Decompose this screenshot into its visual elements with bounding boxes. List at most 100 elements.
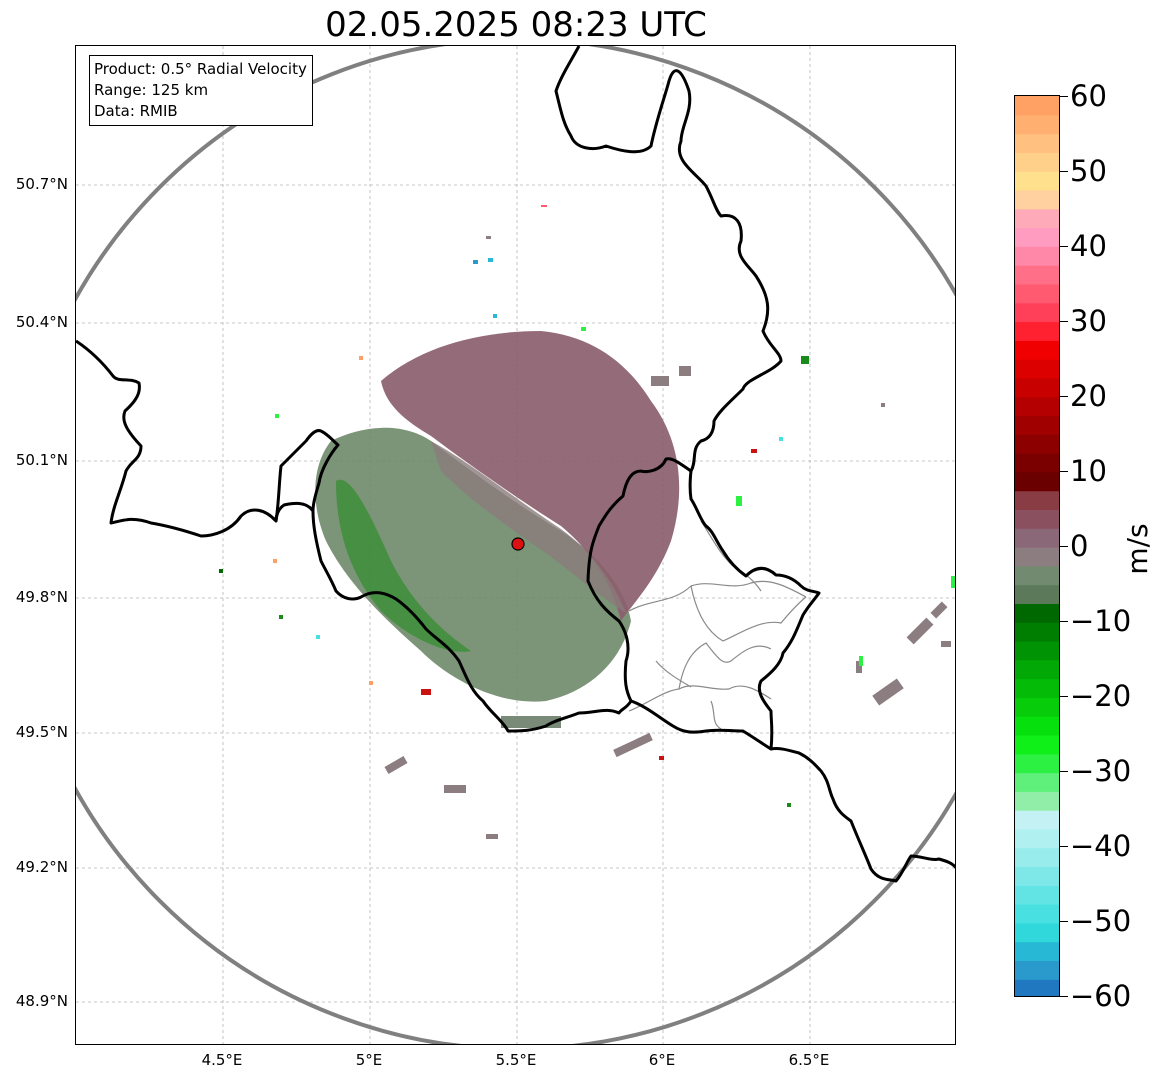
colorbar-tick: [1060, 621, 1068, 622]
colorbar-swatch: [1015, 960, 1059, 980]
colorbar-tick: [1060, 996, 1068, 997]
colorbar-swatch: [1015, 866, 1059, 886]
colorbar-swatch: [1015, 547, 1059, 567]
lat-label: 49.8°N: [15, 588, 68, 606]
colorbar-tick: [1060, 471, 1068, 472]
colorbar-label: 20: [1070, 379, 1107, 413]
colorbar-swatch: [1015, 847, 1059, 868]
colorbar-swatch: [1015, 922, 1059, 943]
colorbar-swatch: [1015, 828, 1059, 849]
colorbar-swatch: [1015, 640, 1059, 661]
colorbar-tick: [1060, 396, 1068, 397]
colorbar-tick: [1060, 846, 1068, 847]
echo-green-core: [336, 479, 471, 652]
colorbar-label: −20: [1070, 679, 1132, 713]
colorbar-swatch: [1015, 265, 1059, 285]
colorbar-swatch: [1015, 810, 1059, 830]
colorbar-tick: [1060, 321, 1068, 322]
colorbar-swatch: [1015, 246, 1059, 266]
colorbar-tick: [1060, 171, 1068, 172]
colorbar-tick: [1060, 546, 1068, 547]
lat-label: 49.2°N: [15, 858, 68, 876]
border-lu-fr-de: [630, 470, 821, 751]
lat-label: 48.9°N: [15, 992, 68, 1010]
colorbar-label: 10: [1070, 454, 1107, 488]
velocity-colorbar: [1014, 95, 1060, 997]
colorbar-swatch: [1015, 678, 1059, 698]
lon-label: 5.5°E: [495, 1051, 537, 1069]
echo-field: [219, 205, 955, 839]
colorbar-swatch: [1015, 415, 1059, 435]
colorbar-tick: [1060, 96, 1068, 97]
border-be-lu-fr: [274, 429, 340, 522]
colorbar-unit: m/s: [1121, 523, 1154, 575]
colorbar-swatch: [1015, 133, 1059, 153]
colorbar-swatch: [1015, 453, 1059, 473]
colorbar-swatch: [1015, 171, 1059, 191]
colorbar-tick: [1060, 921, 1068, 922]
colorbar-swatch: [1015, 716, 1059, 736]
product-info-box: Product: 0.5° Radial Velocity Range: 125…: [89, 55, 313, 126]
colorbar-label: −60: [1070, 979, 1132, 1013]
colorbar-label: −10: [1070, 604, 1132, 638]
range-label: Range: 125 km: [94, 81, 209, 99]
colorbar-label: −40: [1070, 829, 1132, 863]
colorbar-label: 50: [1070, 154, 1107, 188]
border-fr-de-south: [770, 747, 955, 883]
colorbar-label: −30: [1070, 754, 1132, 788]
border-be-nl-de: [76, 46, 783, 733]
lon-label: 6°E: [648, 1051, 676, 1069]
colorbar-label: 30: [1070, 304, 1107, 338]
echo-inbound-area: [315, 427, 631, 702]
lat-label: 49.5°N: [15, 723, 68, 741]
colorbar-swatch: [1015, 96, 1059, 116]
colorbar-swatch: [1015, 114, 1059, 135]
colorbar-swatch: [1015, 622, 1059, 642]
colorbar-tick: [1060, 246, 1068, 247]
colorbar-swatch: [1015, 189, 1059, 210]
colorbar-swatch: [1015, 528, 1059, 548]
colorbar-swatch: [1015, 509, 1059, 529]
colorbar-swatch: [1015, 227, 1059, 247]
colorbar-swatch: [1015, 753, 1059, 774]
colorbar-swatch: [1015, 772, 1059, 792]
echo-outbound-area: [381, 331, 680, 621]
colorbar-label: 60: [1070, 79, 1107, 113]
colorbar-swatch: [1015, 471, 1059, 492]
colorbar-swatch: [1015, 359, 1059, 379]
colorbar-swatch: [1015, 152, 1059, 172]
colorbar-swatch: [1015, 659, 1059, 680]
colorbar-swatch: [1015, 734, 1059, 755]
lat-label: 50.7°N: [15, 175, 68, 193]
data-source-label: Data: RMIB: [94, 102, 178, 120]
chart-title: 02.05.2025 08:23 UTC: [325, 5, 707, 45]
colorbar-swatch: [1015, 565, 1059, 586]
colorbar-swatch: [1015, 885, 1059, 905]
colorbar-swatch: [1015, 697, 1059, 717]
colorbar-tick: [1060, 696, 1068, 697]
colorbar-swatch: [1015, 434, 1059, 454]
radar-map[interactable]: [75, 45, 956, 1045]
map-layers: [76, 46, 955, 1044]
colorbar-swatch: [1015, 979, 1059, 996]
colorbar-swatch: [1015, 321, 1059, 341]
colorbar-tick: [1060, 771, 1068, 772]
colorbar-swatch: [1015, 941, 1059, 962]
colorbar-label: −50: [1070, 904, 1132, 938]
lon-label: 6.5°E: [788, 1051, 830, 1069]
colorbar-swatch: [1015, 396, 1059, 417]
colorbar-swatch: [1015, 603, 1059, 623]
colorbar-swatch: [1015, 302, 1059, 323]
lon-label: 5°E: [355, 1051, 383, 1069]
radar-site-marker: [511, 537, 525, 551]
scattered-echoes: [219, 205, 955, 839]
colorbar-swatch: [1015, 490, 1059, 511]
province-borders: [628, 520, 807, 730]
colorbar-label: 0: [1070, 529, 1089, 563]
colorbar-swatch: [1015, 208, 1059, 229]
colorbar-swatch: [1015, 340, 1059, 360]
colorbar-swatch: [1015, 283, 1059, 304]
colorbar-swatch: [1015, 904, 1059, 924]
lat-label: 50.4°N: [15, 313, 68, 331]
colorbar-swatch: [1015, 584, 1059, 604]
